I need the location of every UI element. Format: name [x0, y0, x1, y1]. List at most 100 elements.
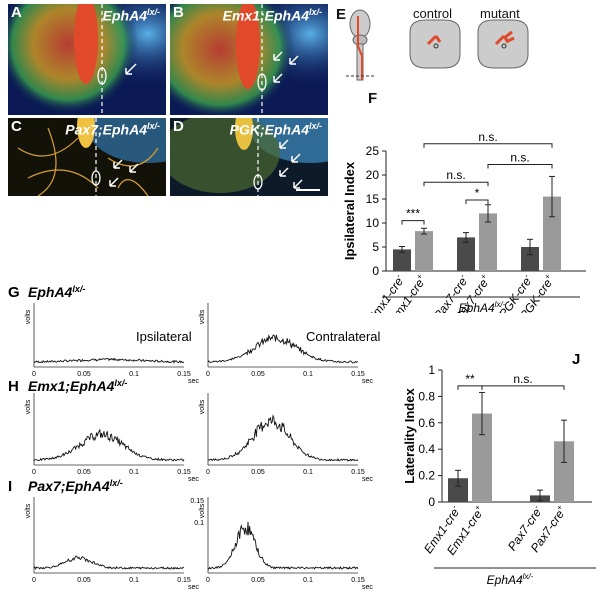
sig-emx-pax-label: n.s. — [446, 168, 465, 182]
y-tick-label: 0 — [428, 495, 435, 509]
sig-emx-pgk-label: n.s. — [478, 130, 497, 144]
mutant-section-diagram — [477, 19, 529, 69]
contralateral-label: Contralateral — [306, 329, 381, 344]
bar — [457, 237, 475, 271]
genotype-label: EphA4lx/- — [487, 572, 534, 587]
y-tick-label: 10 — [366, 216, 380, 230]
trace-x-tick: 0.05 — [77, 577, 91, 584]
y-tick-label: 0.4 — [418, 442, 435, 456]
trace-volts-label: volts — [25, 503, 32, 518]
bar — [521, 247, 539, 271]
trace-h-ipsi — [33, 428, 185, 462]
panel-b-title: Emx1;EphA4lx/- — [222, 7, 322, 24]
panel-d-title: PGK;EphA4lx/- — [229, 121, 322, 138]
sig-pax-pgk — [487, 163, 553, 169]
trace-x-tick: 0 — [32, 371, 36, 378]
bar — [415, 231, 433, 271]
y-axis-label: Laterality Index — [402, 388, 417, 484]
trace-x-tick: 0.05 — [251, 371, 265, 378]
panel-a-title: EphA4lx/- — [102, 7, 160, 24]
control-label: control — [413, 6, 453, 21]
y-tick-label: 25 — [366, 144, 380, 158]
trace-i-ipsi — [33, 555, 185, 570]
panel-a-micrograph — [8, 4, 166, 115]
trace-x-tick: 0 — [206, 469, 210, 476]
ipsilateral-label: Ipsilateral — [136, 329, 192, 344]
trace-i-contra — [207, 521, 359, 570]
trace-x-tick: 0.1 — [303, 577, 313, 584]
y-tick-label: 15 — [366, 192, 380, 206]
trace-y-tick: 0.15 — [190, 498, 204, 505]
y-tick-label: 0.8 — [418, 389, 435, 403]
y-tick-label: 0.2 — [418, 469, 435, 483]
trace-g-contra — [207, 334, 359, 364]
bar — [543, 196, 561, 271]
panel-g-title: EphA4lx/- — [28, 285, 85, 300]
trace-sec-label: sec — [362, 584, 373, 591]
trace-volts-label: volts — [199, 399, 206, 414]
mutant-label: mutant — [480, 6, 520, 21]
panel-f-letter: F — [368, 90, 378, 107]
panel-c-title: Pax7;EphA4lx/- — [65, 121, 160, 138]
sig-pax-label: * — [475, 186, 480, 200]
trace-volts-label: volts — [199, 309, 206, 324]
sig-pax-pgk-label: n.s. — [510, 150, 529, 164]
trace-sec-label: sec — [362, 378, 373, 385]
sig-ns — [481, 385, 565, 390]
trace-x-tick: 0.1 — [129, 577, 139, 584]
trace-x-tick: 0.15 — [177, 371, 191, 378]
panel-b-micrograph — [170, 4, 328, 115]
y-tick-label: 5 — [372, 240, 379, 254]
panel-a-letter: A — [11, 4, 22, 21]
panel-c-micrograph — [17, 118, 166, 196]
y-tick-label: 20 — [366, 168, 380, 182]
bar — [479, 213, 497, 271]
panel-g-letter: G — [8, 285, 20, 301]
trace-h-contra — [207, 414, 359, 462]
bar — [554, 441, 574, 502]
trace-x-tick: 0 — [206, 371, 210, 378]
sig-emx-pgk — [423, 143, 553, 148]
trace-x-tick: 0.1 — [303, 371, 313, 378]
y-tick-label: 0 — [372, 264, 379, 278]
trace-sec-label: sec — [188, 476, 199, 483]
trace-x-tick: 0.1 — [129, 469, 139, 476]
y-axis-label: Ipsilateral Index — [342, 161, 357, 260]
trace-sec-label: sec — [362, 476, 373, 483]
trace-x-tick: 0.05 — [77, 469, 91, 476]
brain-diagram — [346, 9, 376, 81]
trace-y-tick: 0.1 — [194, 520, 204, 527]
panel-h-letter: H — [8, 378, 19, 395]
trace-volts-label: volts — [25, 309, 32, 324]
panel-j-letter: J — [572, 352, 580, 368]
sig-emx-pax — [423, 181, 489, 187]
sig-emx — [457, 385, 483, 390]
bar — [393, 249, 411, 271]
trace-volts-label: volts — [199, 503, 206, 518]
genotype-label: EphA4lx/- — [459, 300, 506, 313]
panel-c-letter: C — [11, 118, 22, 135]
trace-x-tick: 0.1 — [129, 371, 139, 378]
panel-i-letter: I — [8, 478, 12, 495]
trace-volts-label: volts — [25, 399, 32, 414]
panel-e-letter: E — [336, 6, 347, 23]
trace-sec-label: sec — [188, 378, 199, 385]
control-section-diagram — [409, 19, 461, 69]
trace-x-tick: 0.05 — [251, 469, 265, 476]
panel-c-image: C Pax7;EphA4lx/- — [8, 118, 166, 196]
panel-b-image: B Emx1;EphA4lx/- — [170, 4, 328, 115]
trace-x-tick: 0.05 — [77, 371, 91, 378]
panel-d-letter: D — [173, 118, 184, 135]
trace-x-tick: 0.15 — [351, 577, 365, 584]
panel-e-schematic — [346, 9, 529, 81]
trace-panels: G EphA4lx/- Ipsilateral Contralateral 0 0.05 0… — [8, 285, 381, 591]
sig-emx-label: ** — [465, 372, 475, 386]
panel-h-title: Emx1;EphA4lx/- — [28, 378, 127, 394]
panel-a-image: A EphA4lx/- — [8, 4, 166, 115]
y-tick-label: 1 — [428, 363, 435, 377]
sig-pax — [465, 199, 489, 204]
trace-x-tick: 0 — [32, 577, 36, 584]
panel-d-image: D PGK;EphA4lx/- — [170, 118, 328, 196]
trace-x-tick: 0.15 — [351, 469, 365, 476]
